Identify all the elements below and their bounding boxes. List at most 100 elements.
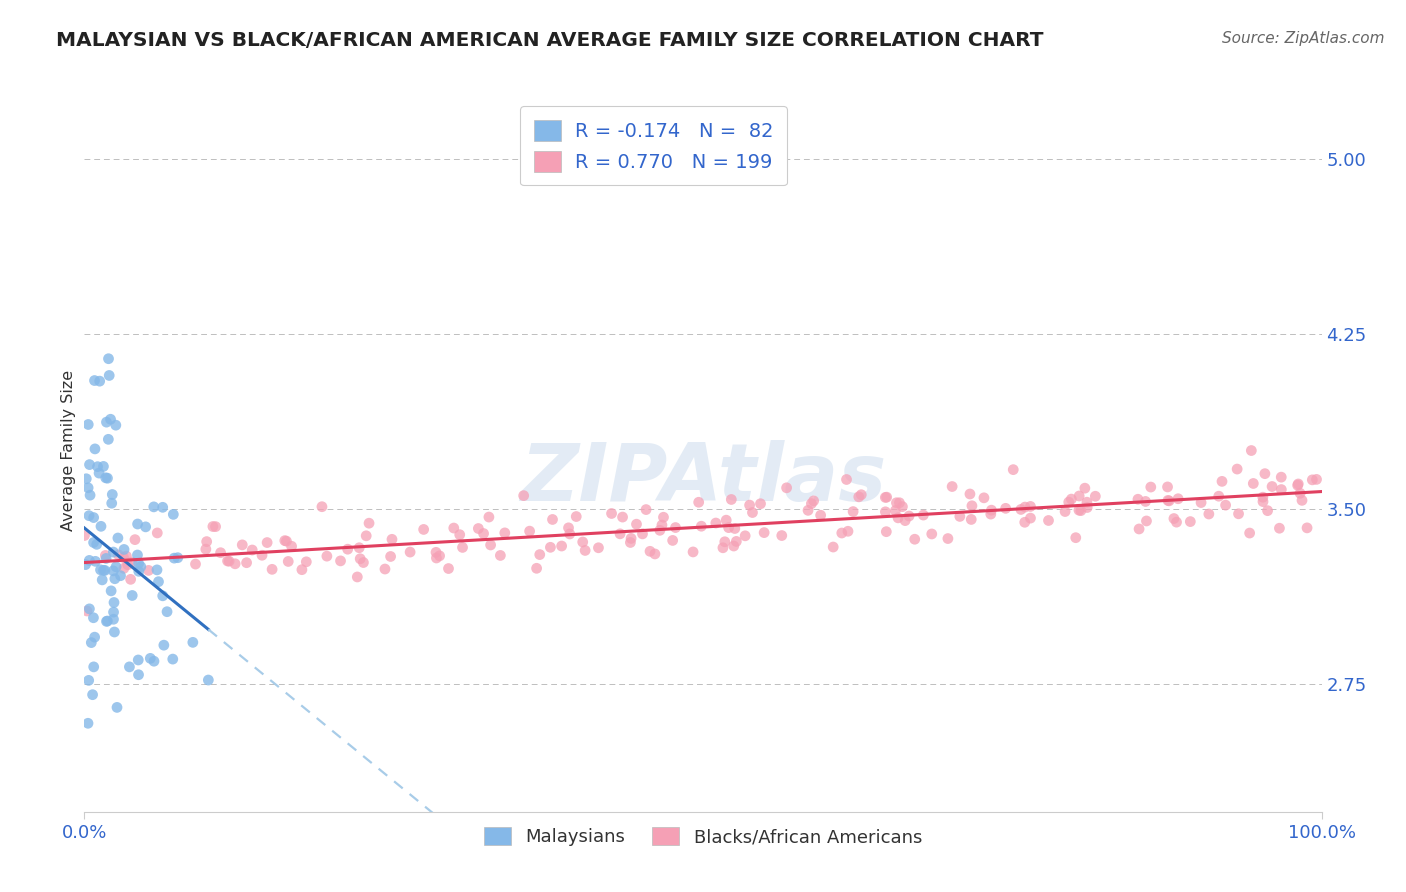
Point: [217, 554, 239, 568]
Point: [142, 500, 165, 514]
Point: [478, 510, 501, 524]
Point: [886, 496, 908, 510]
Point: [80, 635, 103, 649]
Point: [83, 510, 105, 524]
Point: [127, 653, 149, 667]
Point: [103, 612, 125, 626]
Point: [97, 433, 120, 447]
Point: [741, 506, 763, 520]
Point: [541, 512, 564, 526]
Point: [529, 548, 551, 562]
Point: [837, 524, 859, 539]
Point: [197, 673, 219, 687]
Point: [626, 517, 648, 532]
Point: [152, 589, 174, 603]
Point: [980, 507, 1002, 521]
Point: [143, 654, 166, 668]
Point: [103, 564, 125, 578]
Point: [195, 534, 218, 549]
Point: [725, 534, 748, 549]
Point: [77, 508, 100, 523]
Point: [1198, 507, 1220, 521]
Point: [526, 561, 548, 575]
Point: [898, 509, 921, 524]
Point: [98, 368, 121, 383]
Point: [94, 549, 117, 563]
Point: [959, 487, 981, 501]
Point: [87, 466, 110, 480]
Point: [162, 508, 184, 522]
Point: [1069, 489, 1091, 503]
Point: [399, 545, 422, 559]
Point: [720, 492, 742, 507]
Point: [112, 542, 135, 557]
Point: [97, 351, 120, 366]
Point: [1166, 515, 1188, 529]
Point: [994, 501, 1017, 516]
Point: [538, 541, 561, 555]
Point: [711, 541, 734, 555]
Point: [612, 510, 634, 524]
Point: [105, 559, 128, 574]
Point: [94, 563, 117, 577]
Point: [600, 507, 623, 521]
Point: [128, 565, 150, 579]
Point: [1215, 498, 1237, 512]
Point: [381, 533, 404, 547]
Point: [96, 615, 118, 629]
Point: [138, 563, 160, 577]
Point: [752, 525, 775, 540]
Point: [380, 549, 402, 564]
Point: [571, 535, 593, 549]
Point: [1227, 507, 1250, 521]
Point: [1241, 476, 1264, 491]
Point: [83, 374, 105, 388]
Point: [723, 539, 745, 553]
Text: Source: ZipAtlas.com: Source: ZipAtlas.com: [1222, 31, 1385, 46]
Point: [724, 521, 747, 535]
Point: [256, 535, 278, 549]
Point: [121, 589, 143, 603]
Point: [1251, 490, 1274, 504]
Y-axis label: Average Family Size: Average Family Size: [60, 370, 76, 531]
Point: [638, 544, 661, 558]
Point: [664, 520, 686, 534]
Point: [1064, 531, 1087, 545]
Point: [89, 563, 111, 577]
Point: [105, 700, 128, 714]
Point: [280, 539, 302, 553]
Point: [79, 553, 101, 567]
Point: [835, 473, 858, 487]
Point: [93, 459, 115, 474]
Point: [1076, 500, 1098, 515]
Point: [574, 543, 596, 558]
Point: [127, 516, 149, 531]
Point: [110, 568, 132, 582]
Point: [688, 495, 710, 509]
Point: [127, 548, 149, 562]
Point: [135, 520, 157, 534]
Point: [1268, 521, 1291, 535]
Point: [128, 667, 150, 681]
Point: [1251, 494, 1274, 508]
Point: [1067, 503, 1090, 517]
Point: [429, 549, 451, 563]
Point: [775, 481, 797, 495]
Point: [100, 412, 122, 426]
Point: [620, 532, 643, 546]
Point: [519, 524, 541, 538]
Point: [904, 533, 927, 547]
Point: [1226, 462, 1249, 476]
Point: [231, 538, 253, 552]
Point: [112, 550, 135, 565]
Point: [810, 508, 832, 523]
Point: [716, 513, 738, 527]
Point: [90, 519, 112, 533]
Point: [512, 489, 534, 503]
Point: [973, 491, 995, 505]
Point: [262, 562, 284, 576]
Point: [1076, 495, 1098, 509]
Point: [651, 518, 673, 533]
Point: [1135, 494, 1157, 508]
Point: [276, 534, 298, 549]
